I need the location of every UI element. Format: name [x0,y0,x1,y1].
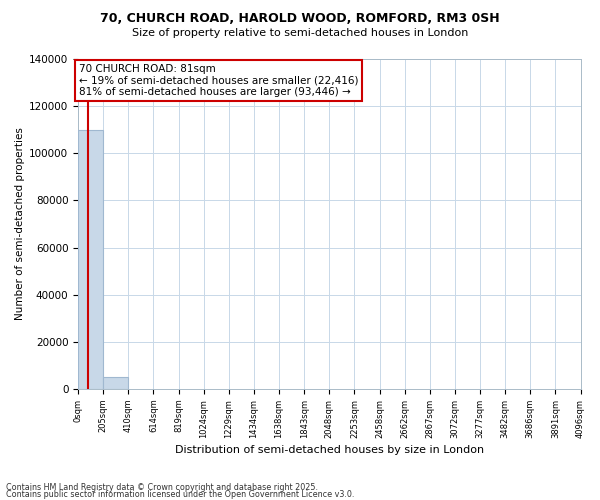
Text: Contains public sector information licensed under the Open Government Licence v3: Contains public sector information licen… [6,490,355,499]
Text: Contains HM Land Registry data © Crown copyright and database right 2025.: Contains HM Land Registry data © Crown c… [6,484,318,492]
Text: 70, CHURCH ROAD, HAROLD WOOD, ROMFORD, RM3 0SH: 70, CHURCH ROAD, HAROLD WOOD, ROMFORD, R… [100,12,500,26]
X-axis label: Distribution of semi-detached houses by size in London: Distribution of semi-detached houses by … [175,445,484,455]
Y-axis label: Number of semi-detached properties: Number of semi-detached properties [15,128,25,320]
Bar [103,377,128,389]
Text: Size of property relative to semi-detached houses in London: Size of property relative to semi-detach… [132,28,468,38]
Bar [78,130,103,389]
Text: 70 CHURCH ROAD: 81sqm
← 19% of semi-detached houses are smaller (22,416)
81% of : 70 CHURCH ROAD: 81sqm ← 19% of semi-deta… [79,64,358,97]
